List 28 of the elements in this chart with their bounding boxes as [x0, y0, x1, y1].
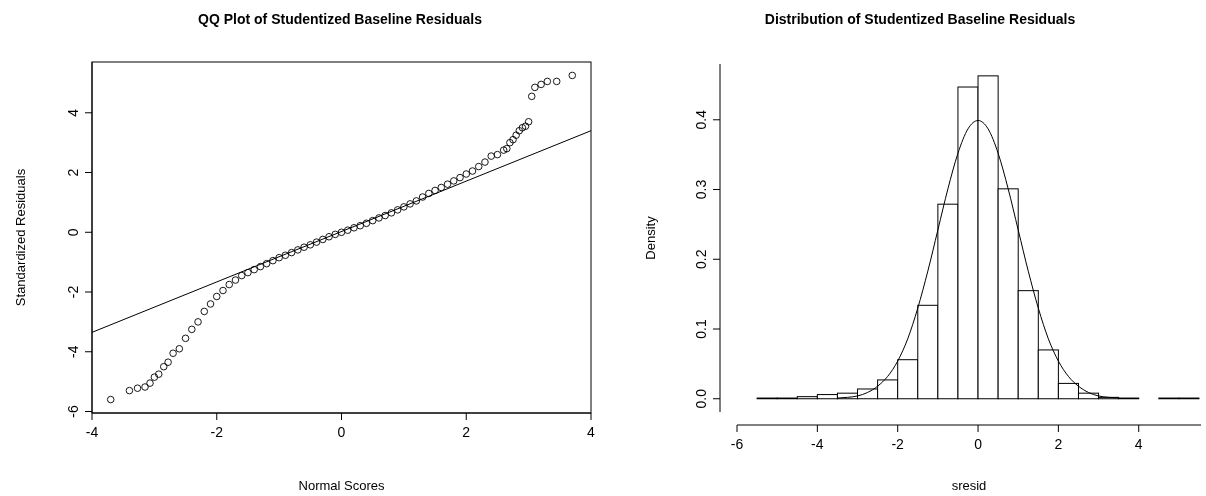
- y-axis-title: Density: [643, 215, 658, 260]
- y-tick-label: 4: [65, 108, 81, 117]
- y-tick-label: -2: [65, 285, 81, 299]
- y-tick-label: 0.1: [693, 319, 709, 339]
- y-tick-label: 0: [65, 228, 81, 237]
- x-tick-label: -4: [85, 424, 99, 440]
- x-tick-label: 0: [337, 424, 346, 440]
- y-tick-label: -6: [65, 405, 81, 418]
- x-tick-label: -2: [210, 424, 224, 440]
- x-axis-title: sresid: [951, 478, 987, 493]
- x-tick-label: -4: [811, 436, 824, 452]
- x-tick-label: -2: [891, 436, 905, 452]
- chart-title: Distribution of Studentized Baseline Residuals: [764, 11, 1076, 27]
- x-tick-label: 2: [1054, 436, 1063, 452]
- x-tick-label: 4: [587, 424, 596, 440]
- x-tick-label: 2: [462, 424, 471, 440]
- x-axis-title: Normal Scores: [298, 478, 385, 493]
- y-tick-label: 0.4: [693, 109, 709, 130]
- y-tick-label: 0.0: [693, 388, 709, 409]
- y-axis-title: Standardized Residuals: [13, 168, 28, 307]
- y-tick-label: 2: [65, 168, 81, 177]
- y-tick-label: 0.2: [693, 249, 709, 269]
- y-tick-label: -4: [65, 345, 81, 358]
- x-tick-label: 0: [974, 436, 983, 452]
- x-tick-label: -6: [730, 436, 744, 452]
- y-tick-label: 0.3: [693, 179, 709, 200]
- chart-title: QQ Plot of Studentized Baseline Residuals: [198, 11, 483, 27]
- x-tick-label: 4: [1134, 436, 1143, 452]
